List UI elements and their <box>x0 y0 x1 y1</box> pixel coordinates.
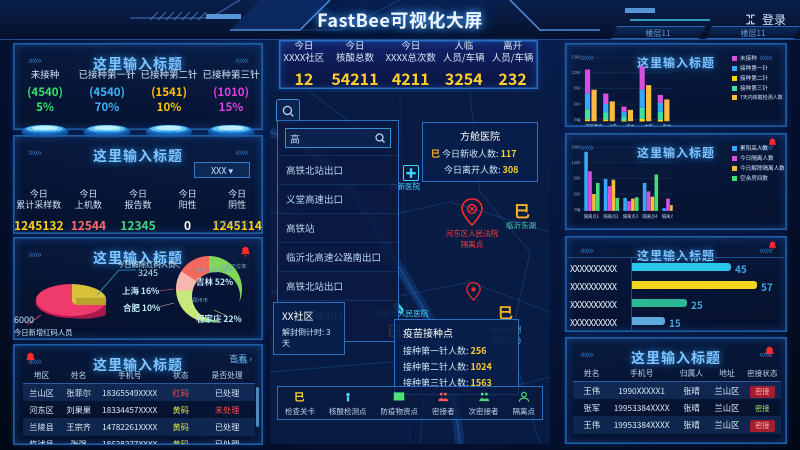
svg-text:隔离点1: 隔离点1 <box>584 213 600 220</box>
svg-text:隔离点3: 隔离点3 <box>623 213 639 220</box>
svg-text:0: 0 <box>578 118 581 124</box>
svg-text:600: 600 <box>574 101 582 107</box>
svg-text:中职: 中职 <box>644 123 653 127</box>
svg-text:初中: 初中 <box>626 123 635 127</box>
svg-text:石家庄 22%: 石家庄 22% <box>196 313 242 325</box>
svg-text:吉林 52%: 吉林 52% <box>196 276 233 288</box>
svg-text:隔离点4: 隔离点4 <box>642 213 658 220</box>
svg-text:小学: 小学 <box>608 123 617 127</box>
svg-text:900: 900 <box>574 86 582 92</box>
svg-text:1500: 1500 <box>571 55 581 61</box>
svg-text:上海 16%: 上海 16% <box>122 285 159 297</box>
svg-text:隔离点5: 隔离点5 <box>662 213 673 220</box>
svg-text:1800: 1800 <box>571 145 581 151</box>
svg-text:巳: 巳 <box>294 390 305 404</box>
svg-text:1200: 1200 <box>571 160 581 166</box>
svg-text:600: 600 <box>574 191 582 197</box>
svg-text:合肥 10%: 合肥 10% <box>123 302 160 314</box>
svg-text:高中: 高中 <box>663 123 672 127</box>
svg-text:0: 0 <box>578 208 581 214</box>
svg-text:1200: 1200 <box>571 70 581 76</box>
svg-text:900: 900 <box>574 176 582 182</box>
svg-text:郑州市: 郑州市 <box>192 296 209 304</box>
svg-text:隔离点2: 隔离点2 <box>603 213 619 220</box>
svg-text:七项正位率: 七项正位率 <box>220 262 247 270</box>
svg-text:学前教育: 学前教育 <box>585 123 603 127</box>
